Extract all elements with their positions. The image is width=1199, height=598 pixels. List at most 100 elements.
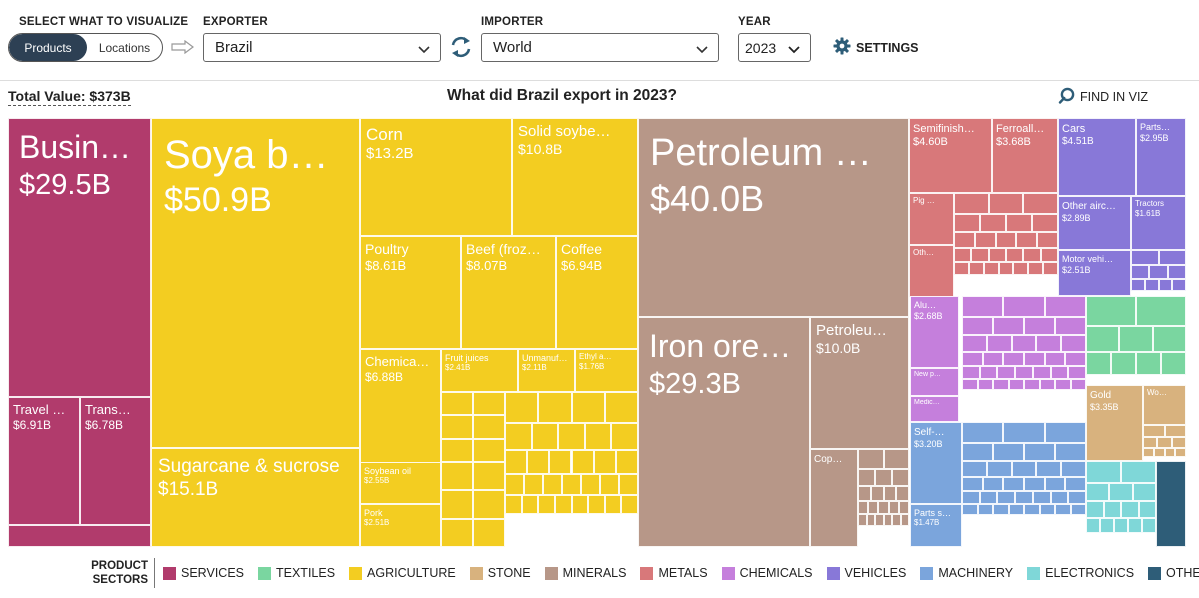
treemap-cell[interactable] [898, 501, 909, 515]
treemap-cell[interactable] [1103, 501, 1121, 519]
treemap-cell[interactable] [1036, 335, 1062, 352]
legend-item-chemicals[interactable]: CHEMICALS [721, 566, 813, 580]
treemap-cell[interactable] [1153, 447, 1165, 457]
treemap-cell[interactable] [988, 193, 1024, 214]
treemap-cell[interactable] [1008, 503, 1024, 515]
tile-self[interactable]: Self-… $3.20B [910, 422, 962, 504]
treemap-cell[interactable] [962, 442, 993, 462]
treemap-cell[interactable] [473, 490, 505, 519]
legend-item-electronics[interactable]: ELECTRONICS [1027, 566, 1134, 580]
treemap-cell[interactable] [997, 491, 1016, 504]
tile-petroleum[interactable]: Petroleum … $40.0B [638, 118, 909, 317]
treemap-cell[interactable] [892, 468, 909, 486]
treemap-cell[interactable] [538, 495, 555, 514]
treemap-cell[interactable] [979, 366, 998, 379]
treemap-cell[interactable] [954, 232, 975, 249]
treemap-cell[interactable] [986, 461, 1012, 478]
treemap-cell[interactable] [977, 378, 993, 390]
treemap-cell[interactable] [983, 262, 999, 275]
tile-pig[interactable]: Pig … [909, 193, 954, 245]
treemap-cell[interactable] [988, 248, 1006, 263]
treemap-cell[interactable] [1050, 491, 1069, 504]
treemap-cell[interactable] [621, 495, 638, 514]
treemap-cell[interactable] [505, 495, 522, 514]
tile-cop[interactable]: Cop… [810, 449, 858, 547]
treemap-cell[interactable] [888, 501, 899, 515]
treemap-cell[interactable] [1128, 518, 1142, 533]
treemap-cell[interactable] [441, 438, 473, 462]
treemap-cell[interactable] [993, 317, 1024, 336]
treemap-cell[interactable] [962, 351, 983, 367]
treemap-cell[interactable] [900, 514, 909, 527]
treemap-cell[interactable] [1013, 262, 1029, 275]
treemap-cell[interactable] [1016, 232, 1038, 249]
tile-tractors[interactable]: Tractors $1.61B [1131, 196, 1186, 250]
treemap-cell[interactable] [962, 366, 980, 379]
treemap-cell[interactable] [524, 474, 543, 496]
treemap-cell[interactable] [1144, 278, 1159, 291]
treemap-cell[interactable] [1039, 378, 1055, 390]
treemap-cell[interactable] [1131, 278, 1145, 291]
treemap-cell[interactable] [615, 450, 638, 475]
treemap-cell[interactable] [441, 415, 473, 439]
treemap-cell[interactable] [505, 392, 539, 423]
treemap-cell[interactable] [1040, 248, 1058, 263]
treemap-cell[interactable] [1100, 518, 1114, 533]
tile-other-airc[interactable]: Other airc… $2.89B [1058, 196, 1131, 250]
treemap-cell[interactable] [883, 514, 892, 527]
treemap-cell[interactable] [1024, 378, 1040, 390]
treemap-cell[interactable] [979, 491, 998, 504]
treemap-cell[interactable] [1086, 296, 1136, 326]
treemap-cell[interactable] [1068, 491, 1086, 504]
treemap-cell[interactable] [971, 248, 989, 263]
treemap-cell[interactable] [441, 490, 473, 519]
treemap-cell[interactable] [581, 474, 600, 496]
tile-travel[interactable]: Travel … $6.91B [8, 397, 80, 525]
treemap-cell[interactable] [441, 392, 473, 416]
treemap-cell[interactable] [505, 423, 532, 451]
tile-oth[interactable]: Oth… [909, 245, 954, 297]
treemap-cell[interactable] [1172, 278, 1186, 291]
tile-petroleu[interactable]: Petroleu… $10.0B [810, 317, 909, 449]
exporter-select[interactable]: Brazil [203, 33, 441, 62]
tile-ethyl-a[interactable]: Ethyl a… $1.76B [575, 349, 638, 392]
treemap-cell[interactable] [1050, 366, 1069, 379]
treemap-cell[interactable] [1143, 425, 1165, 437]
treemap-cell[interactable] [858, 514, 867, 527]
treemap-cell[interactable] [505, 450, 528, 475]
treemap-cell[interactable] [1131, 265, 1150, 279]
locations-mode-button[interactable]: Locations [98, 40, 151, 55]
treemap-cell[interactable] [1032, 213, 1058, 233]
treemap-cell[interactable] [1158, 278, 1173, 291]
tile-wo[interactable]: Wo… [1143, 385, 1186, 425]
treemap-cell[interactable] [1086, 518, 1100, 533]
treemap-cell[interactable] [1167, 265, 1186, 279]
tile-beef-froz[interactable]: Beef (froz… $8.07B [461, 236, 556, 349]
treemap-cell[interactable] [1065, 351, 1086, 367]
settings-button[interactable]: SETTINGS [833, 37, 919, 58]
treemap-cell[interactable] [505, 474, 524, 496]
treemap-cell[interactable] [1086, 461, 1121, 483]
tile-semifinish[interactable]: Semifinish… $4.60B [909, 118, 992, 193]
treemap-cell[interactable] [982, 351, 1004, 367]
treemap-cell[interactable] [1015, 491, 1033, 504]
treemap-cell[interactable] [954, 262, 969, 275]
treemap-cell[interactable] [1015, 366, 1033, 379]
treemap-cell[interactable] [604, 495, 622, 514]
treemap-cell[interactable] [997, 366, 1016, 379]
swap-icon[interactable] [449, 35, 473, 64]
treemap-cell[interactable] [1164, 425, 1186, 437]
tile-solid-soybe[interactable]: Solid soybe… $10.8B [512, 118, 638, 236]
treemap-cell[interactable] [1149, 265, 1168, 279]
treemap-cell[interactable] [1061, 335, 1086, 352]
treemap-cell[interactable] [974, 232, 996, 249]
treemap-cell[interactable] [584, 423, 612, 451]
treemap-cell[interactable] [1158, 250, 1186, 266]
treemap-cell[interactable] [875, 468, 892, 486]
treemap-cell[interactable] [571, 495, 589, 514]
treemap-cell[interactable] [962, 317, 993, 336]
treemap-cell[interactable] [1114, 518, 1128, 533]
tile-parts-s[interactable]: Parts s… $1.47B [910, 504, 962, 547]
tile-motor-vehi[interactable]: Motor vehi… $2.51B [1058, 250, 1131, 296]
legend-item-metals[interactable]: METALS [640, 566, 708, 580]
